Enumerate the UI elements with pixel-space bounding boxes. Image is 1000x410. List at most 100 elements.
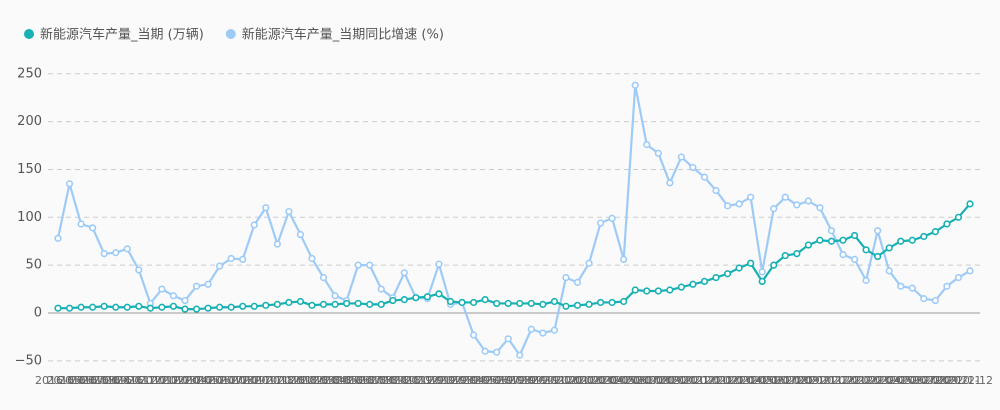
data-point — [458, 298, 466, 307]
data-point — [573, 301, 582, 309]
x-tick-label: 2019-06 — [462, 374, 508, 387]
x-tick-label: 2018-07 — [335, 374, 381, 387]
x-tick-label: 2021-04 — [716, 374, 762, 387]
data-point — [712, 273, 720, 282]
x-tick-label: 2020-11 — [658, 374, 704, 387]
legend-marker — [225, 29, 236, 39]
x-tick-label: 2016-10 — [93, 374, 139, 387]
x-tick-label: 2017-05 — [174, 374, 220, 387]
data-point — [319, 273, 328, 282]
data-point — [620, 255, 628, 264]
x-tick-label: 2017-12 — [254, 374, 300, 387]
data-point — [666, 286, 674, 294]
x-tick-label: 2018-04 — [301, 374, 347, 387]
data-point — [793, 201, 801, 209]
data-point — [331, 292, 339, 300]
data-point — [862, 276, 870, 285]
x-tick-label: 2022-09 — [912, 374, 958, 387]
data-point — [816, 236, 824, 244]
x-tick-label: 2016-12 — [116, 374, 162, 387]
x-tick-label: 2018-06 — [324, 374, 370, 387]
x-tick-label: 2017-10 — [231, 374, 277, 387]
data-point — [862, 246, 870, 254]
y-tick-label: 100 — [17, 210, 42, 225]
data-point — [319, 300, 328, 308]
x-tick-label: 2020-05 — [589, 374, 635, 387]
x-tick-label: 2022-02 — [832, 374, 878, 387]
data-point — [296, 230, 305, 239]
x-tick-label: 2018-02 — [277, 374, 323, 387]
data-point — [850, 255, 859, 264]
data-point — [112, 303, 120, 311]
x-tick-label: 2021-03 — [705, 374, 751, 387]
data-point — [573, 278, 582, 286]
data-point — [412, 294, 420, 302]
data-point — [966, 267, 974, 275]
x-tick-label: 2017-01 — [127, 374, 173, 387]
x-tick-label: 2020-12 — [670, 374, 716, 387]
data-point — [343, 299, 351, 308]
y-tick-label: 0 — [34, 305, 42, 320]
data-point — [250, 302, 258, 310]
data-point — [539, 329, 547, 337]
data-point — [273, 300, 281, 308]
data-point — [135, 266, 143, 274]
data-point — [423, 293, 432, 301]
x-tick-label: 2020-07 — [612, 374, 658, 387]
data-point — [435, 260, 443, 268]
x-tick-label: 2018-12 — [393, 374, 439, 387]
data-point — [608, 298, 616, 307]
x-tick-label: 2022-05 — [866, 374, 912, 387]
x-tick-label: 2021-08 — [762, 374, 808, 387]
data-point — [262, 301, 270, 309]
data-point — [758, 277, 766, 286]
x-tick-label: 2019-09 — [497, 374, 543, 387]
data-point — [400, 269, 408, 277]
x-tick-label: 2022-01 — [820, 374, 866, 387]
data-point — [770, 261, 778, 269]
x-tick-label: 2021-12 — [808, 374, 854, 387]
x-tick-label: 2016-11 — [104, 374, 150, 387]
data-point — [77, 220, 85, 228]
data-point — [631, 81, 639, 89]
data-point — [874, 252, 882, 261]
data-point — [481, 347, 489, 355]
data-point — [527, 325, 535, 333]
x-tick-label: 2019-11 — [520, 374, 566, 387]
data-point — [885, 244, 893, 252]
x-tick-label: 2022-11 — [935, 374, 981, 387]
x-tick-label: 2022-07 — [889, 374, 935, 387]
legend-label: 新能源汽车产量_当期 (万辆) — [40, 27, 204, 43]
x-tick-label: 2021-02 — [693, 374, 739, 387]
data-point — [747, 259, 755, 267]
x-tick-label: 2019-08 — [485, 374, 531, 387]
x-tick-label: 2018-11 — [381, 374, 427, 387]
x-tick-label: 2017-04 — [162, 374, 208, 387]
x-tick-label: 2021-11 — [797, 374, 843, 387]
x-tick-label: 2022-10 — [924, 374, 970, 387]
data-point — [620, 297, 628, 306]
x-tick-label: 2018-01 — [266, 374, 312, 387]
y-tick-label: 150 — [17, 162, 42, 177]
x-tick-label: 2020-01 — [543, 374, 589, 387]
x-tick-label: 2017-06 — [185, 374, 231, 387]
data-point — [227, 254, 235, 263]
data-point — [389, 296, 397, 305]
data-point — [65, 304, 74, 312]
data-point — [527, 299, 535, 308]
data-point — [712, 186, 720, 195]
data-point — [158, 285, 166, 293]
data-point — [643, 140, 651, 149]
x-tick-label: 2018-03 — [289, 374, 335, 387]
data-point — [123, 245, 131, 253]
data-point — [331, 300, 339, 308]
data-point — [516, 299, 524, 308]
data-point — [804, 197, 812, 205]
x-tick-label: 2016-06 — [47, 374, 93, 387]
x-tick-label: 2020-08 — [624, 374, 670, 387]
data-point — [723, 270, 732, 278]
data-point — [758, 268, 766, 276]
x-tick-label: 2016-07 — [58, 374, 104, 387]
x-tick-label: 2019-05 — [451, 374, 497, 387]
